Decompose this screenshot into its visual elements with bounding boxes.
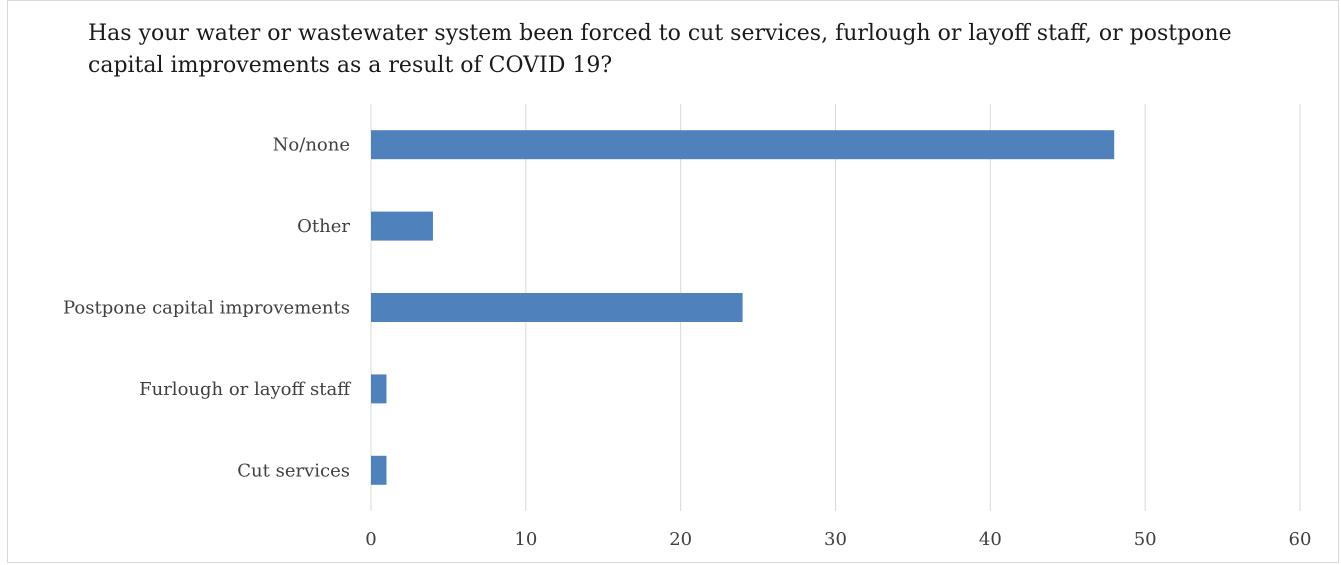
category-label: Other	[297, 216, 350, 237]
category-label: No/none	[273, 135, 350, 156]
bar	[371, 211, 433, 241]
x-tick-label: 20	[669, 529, 692, 550]
bar	[371, 130, 1115, 160]
category-label: Furlough or layoff staff	[139, 379, 351, 400]
x-tick-label: 40	[979, 529, 1002, 550]
chart-title: Has your water or wastewater system been…	[88, 21, 1232, 78]
bar	[371, 374, 387, 404]
chart-frame	[7, 0, 1339, 563]
bar	[371, 455, 387, 485]
x-tick-label: 10	[514, 529, 537, 550]
x-tick-label: 60	[1289, 529, 1312, 550]
x-tick-label: 0	[365, 529, 376, 550]
x-tick-label: 50	[1134, 529, 1157, 550]
category-label: Cut services	[237, 460, 350, 481]
category-label: Postpone capital improvements	[63, 298, 350, 319]
bar	[371, 293, 743, 322]
x-tick-label: 30	[824, 529, 847, 550]
